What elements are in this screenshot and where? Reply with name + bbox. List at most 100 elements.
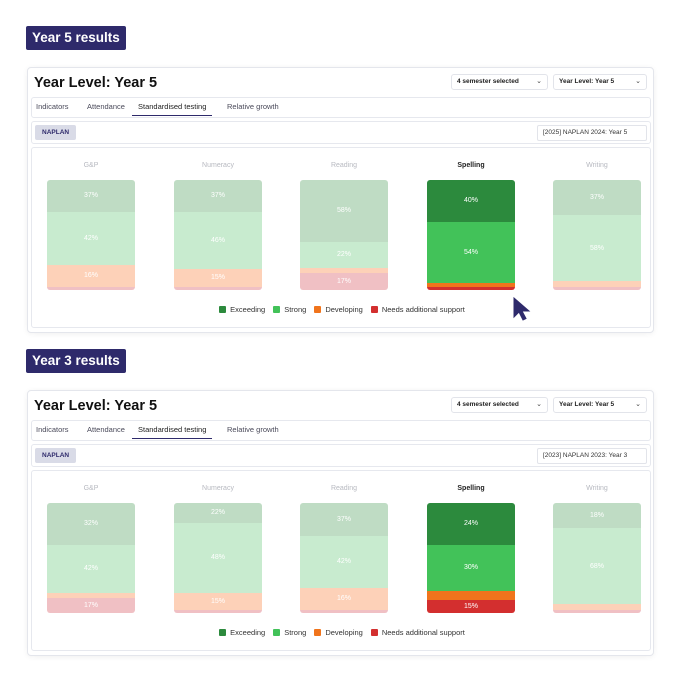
legend-item: Strong [273,628,306,637]
legend-label: Developing [325,305,363,314]
subject-label: Reading [330,162,358,169]
year-level-dropdown[interactable]: Year Level: Year 5 ⌄ [553,74,647,90]
legend-label: Strong [284,305,307,314]
legend-label: Strong [284,628,307,637]
filter-bar: NAPLAN [2023] NAPLAN 2023: Year 3 [31,444,651,467]
legend-item: Exceeding [219,305,265,314]
filter-bar: NAPLAN [2025] NAPLAN 2024: Year 5 [31,121,651,144]
bar-segment-needs-support: 17% [47,597,135,613]
bar-segment-developing [553,604,641,610]
subject-label: Reading [330,485,358,492]
bar-segment-needs-support [47,286,135,290]
stacked-bar[interactable]: 40% 54% [427,180,515,290]
test-type-pill[interactable]: NAPLAN [35,125,77,140]
bar-segment-developing [553,281,641,287]
stacked-bar[interactable]: 37% 42% 16% [47,180,135,290]
bar-segment-developing: 15% [174,593,262,610]
stacked-bar[interactable]: 22% 48% 15% [174,503,262,613]
bar-segment-exceeding: 37% [553,180,641,216]
bar-segment-strong: 42% [300,536,388,588]
legend-swatch [370,629,378,636]
tab-relative-growth[interactable]: Relative growth [227,102,279,111]
bar-segment-strong: 68% [553,528,641,605]
subject-label: Writing [586,162,608,169]
legend-item: Needs additional support [370,628,465,637]
bar-segment-needs-support [300,609,388,613]
bar-segment-needs-support [174,609,262,613]
bar-segment-exceeding: 58% [300,180,388,242]
chevron-down-icon: ⌄ [635,401,641,408]
bar-segment-developing [47,593,135,598]
legend-label: Needs additional support [381,628,465,637]
tab-attendance[interactable]: Attendance [87,425,125,434]
year-level-dropdown[interactable]: Year Level: Year 5 ⌄ [553,397,647,413]
bar-segment-strong: 48% [174,522,262,594]
bar-segment-needs-support [427,286,515,290]
stacked-bar[interactable]: 37% 46% 15% [174,180,262,290]
test-select[interactable]: [2023] NAPLAN 2023: Year 3 [537,448,647,464]
stacked-bar[interactable]: 24% 30% 15% [427,503,515,613]
stacked-bar[interactable]: 32% 42% 17% [47,503,135,613]
test-type-pill[interactable]: NAPLAN [35,448,77,463]
bar-segment-strong: 54% [427,221,515,284]
subject-label: Numeracy [202,485,234,492]
mouse-cursor-icon [513,297,531,321]
bar-segment-needs-support [553,286,641,290]
legend-swatch [370,306,378,313]
tab-attendance[interactable]: Attendance [87,102,125,111]
legend-label: Needs additional support [381,305,465,314]
tab-standardised-testing[interactable]: Standardised testing [132,424,213,439]
bar-segment-developing: 16% [47,264,135,287]
bar-segment-needs-support [553,609,641,613]
chart-panel: G&P 37% 42% 16% Numeracy 37% 46% 15% Reading 58% 2… [31,147,651,328]
bar-segment-exceeding: 18% [553,503,641,529]
stacked-bar[interactable]: 37% 58% [553,180,641,290]
bar-segment-strong: 42% [47,544,135,594]
stacked-bar[interactable]: 58% 22% 17% [300,180,388,290]
bar-segment-strong: 42% [47,211,135,265]
bar-segment-developing: 16% [300,587,388,610]
semester-dropdown-label: 4 semester selected [457,401,519,408]
bar-segment-strong: 46% [174,211,262,270]
legend-swatch [219,306,227,313]
chevron-down-icon: ⌄ [536,401,542,408]
subject-label: Writing [586,485,608,492]
bar-segment-exceeding: 40% [427,180,515,222]
stacked-bar[interactable]: 37% 42% 16% [300,503,388,613]
chevron-down-icon: ⌄ [536,78,542,85]
legend-label: Developing [325,628,363,637]
legend-item: Exceeding [219,628,265,637]
legend-item: Developing [314,628,363,637]
chart-panel: G&P 32% 42% 17% Numeracy 22% 48% 15% Reading 37% 4… [31,470,651,651]
bar-segment-needs-support: 15% [427,599,515,613]
tab-indicators[interactable]: Indicators [36,425,69,434]
bar-segment-strong: 58% [553,215,641,282]
tab-indicators[interactable]: Indicators [36,102,69,111]
year-level-dropdown-label: Year Level: Year 5 [559,401,615,408]
tab-relative-growth[interactable]: Relative growth [227,425,279,434]
legend-item: Strong [273,305,306,314]
tab-standardised-testing[interactable]: Standardised testing [132,101,213,116]
legend-item: Needs additional support [370,305,465,314]
semester-dropdown[interactable]: 4 semester selected ⌄ [451,397,548,413]
legend-label: Exceeding [230,305,266,314]
chart-legend: Exceeding Strong Developing Needs additiona… [32,305,652,315]
card-title: Year Level: Year 5 [34,398,158,414]
bar-segment-developing: 15% [174,269,262,287]
chevron-down-icon: ⌄ [635,78,641,85]
bar-segment-exceeding: 37% [174,180,262,212]
semester-dropdown-label: 4 semester selected [457,78,519,85]
legend-item: Developing [314,305,363,314]
subject-label: Numeracy [202,162,234,169]
test-select[interactable]: [2025] NAPLAN 2024: Year 5 [537,125,647,141]
bar-segment-developing [300,267,388,274]
card-title: Year Level: Year 5 [34,75,158,91]
legend-swatch [273,306,281,313]
tab-bar: Indicators Attendance Standardised testing… [31,97,651,118]
bar-segment-exceeding: 37% [300,503,388,536]
semester-dropdown[interactable]: 4 semester selected ⌄ [451,74,548,90]
stacked-bar[interactable]: 18% 68% [553,503,641,613]
section-heading: Year 5 results [26,26,126,50]
